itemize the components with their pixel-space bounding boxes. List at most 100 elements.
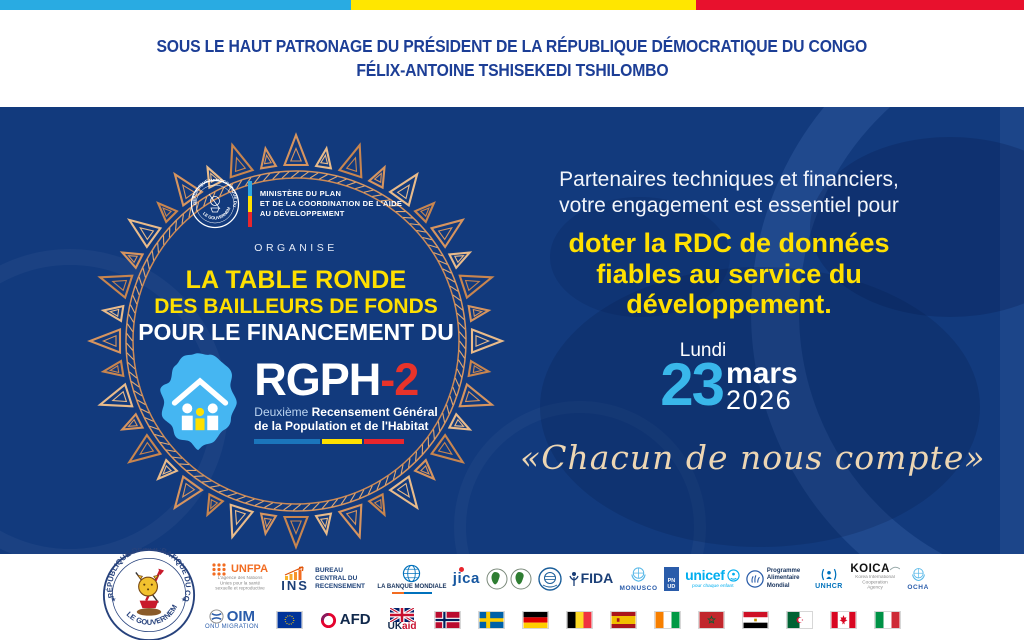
unicef-subtext: pour chaque enfant [691, 584, 734, 589]
svg-text:★: ★ [181, 596, 187, 604]
event-title-line2: DES BAILLEURS DE FONDS [154, 295, 438, 318]
refugee-hands-icon [821, 569, 837, 581]
jica-sun-icon [458, 566, 464, 572]
unfpa-subtext: L'agence des Nations Unies pour la santé… [215, 575, 265, 591]
rgph-subtitle-bold: Recensement Général [311, 404, 438, 419]
ministry-line1: MINISTÈRE DU PLAN [259, 188, 342, 198]
ornamental-ring: RÉPUBLIQUE DÉMOCRATIQUE DU CONGO LE GOUV… [84, 129, 508, 553]
flag-italy-icon [873, 611, 901, 629]
oim-label: OIM [226, 607, 256, 625]
event-title-line1: LA TABLE RONDE [185, 266, 407, 294]
jica-label: jica [453, 566, 480, 588]
top-tricolor-stripes [0, 0, 1024, 10]
partner-ukaid: UKaid [388, 608, 417, 632]
event-date: Lundi 23 mars 2026 [520, 340, 938, 419]
highlight-message: doter la RDC de données fiables au servi… [568, 227, 890, 320]
unicef-globe-icon [726, 569, 740, 582]
partner-fida: FIDA [568, 570, 614, 587]
unicef-label: unicef [685, 567, 725, 583]
koica-swoosh-icon [889, 566, 901, 571]
drc-map-icon [160, 353, 238, 451]
partner-worldbank: LA BANQUE MONDIALE [377, 564, 447, 594]
stripe-cyan [0, 0, 351, 10]
ministry-name: MINISTÈRE DU PLAN ET DE LA COORDINATION … [260, 189, 402, 219]
fida-label: FIDA [580, 570, 614, 587]
horizontal-tricolor-bar [254, 439, 405, 444]
flag-eu-icon [275, 611, 303, 629]
koica-subtext: Korea International Cooperation Agency [855, 575, 895, 591]
rgph-wordmark: RGPH-2 Deuxième Recensement Général de l… [254, 357, 438, 444]
unfpa-label: UNFPA [230, 563, 269, 576]
pam-label: Programme Alimentaire Mondial [766, 568, 801, 589]
ins-label: INS [281, 578, 309, 594]
un-wreath-icon [631, 567, 646, 583]
family-icons [182, 403, 219, 431]
partner-pnud: PN UD [663, 567, 679, 591]
partner-ocha: OCHA [907, 566, 929, 591]
partner-unhcr: UNHCR [815, 567, 843, 591]
pnud-label: PN UD [667, 577, 676, 590]
rgph-acronym: RGPH [254, 354, 381, 406]
stripe-red [696, 0, 1024, 10]
slogan-quote: «Chacun de nous compte» [520, 438, 986, 478]
africa-emblem-icon [486, 568, 532, 590]
partner-afd: AFD [320, 611, 371, 629]
worldbank-label: LA BANQUE MONDIALE [377, 584, 447, 591]
partner-jica: jica [453, 566, 480, 588]
partner-monusco: MONUSCO [619, 565, 657, 592]
organise-label: ORGANISE [254, 242, 338, 254]
government-seal-icon: RÉPUBLIQUE DÉMOCRATIQUE DU CONGO LE GOUV… [102, 548, 196, 640]
ministry-row: RÉPUBLIQUE DÉMOCRATIQUE DU CONGO LE GOUV… [84, 179, 508, 229]
partner-imf [538, 567, 563, 591]
month-label: mars [726, 357, 798, 391]
partner-bcr: BUREAU CENTRAL DU RECENSEMENT [315, 567, 371, 591]
flag-germany-icon [521, 611, 549, 629]
flag-egypt-icon [741, 611, 769, 629]
intro-line2: votre engagement est essentiel pour [559, 194, 899, 218]
event-title-line3: POUR LE FINANCEMENT DU [138, 319, 454, 345]
patronage-banner: SOUS LE HAUT PATRONAGE DU PRÉSIDENT DE L… [0, 10, 1024, 107]
flag-belgium-icon [565, 611, 593, 629]
partner-unicef: unicef pour chaque enfant [685, 567, 740, 590]
stripe-yellow [351, 0, 696, 10]
wfp-hand-icon [746, 570, 764, 588]
partner-row-organizations: UNFPA L'agence des Nations Unies pour la… [205, 556, 929, 602]
ocha-label: OCHA [907, 584, 929, 592]
flag-morocco-icon [697, 611, 725, 629]
flag-norway-icon [433, 611, 461, 629]
un-wreath-icon [911, 568, 925, 582]
ring-icon [320, 612, 336, 628]
unhcr-label: UNHCR [815, 583, 843, 591]
koica-label: KOICA [850, 563, 901, 576]
message-block: Partenaires techniques et financiers, vo… [520, 167, 986, 478]
ring-content: RÉPUBLIQUE DÉMOCRATIQUE DU CONGO LE GOUV… [84, 129, 508, 553]
rgph-subtitle-light: Deuxième [254, 404, 312, 419]
partner-pam: Programme Alimentaire Mondial [746, 568, 809, 590]
ukaid-label: UKaid [387, 621, 417, 632]
imf-seal-icon [538, 567, 563, 591]
partner-ins: INS [281, 566, 309, 592]
house-roof-icon [172, 377, 229, 406]
partner-row-flags: OIM ONU MIGRATION AFD [205, 602, 929, 638]
partner-logos: UNFPA L'agence des Nations Unies pour la… [205, 556, 929, 638]
main-section: RÉPUBLIQUE DÉMOCRATIQUE DU CONGO LE GOUV… [0, 107, 1024, 554]
bar-chart-icon [284, 566, 304, 581]
flag-cote-divoire-icon [653, 611, 681, 629]
vertical-tricolor-bar [247, 181, 252, 227]
partner-afdb [486, 568, 532, 590]
partners-footer: RÉPUBLIQUE DÉMOCRATIQUE DU CONGO LE GOUV… [0, 548, 1024, 640]
rgph-number: -2 [380, 354, 419, 406]
bcr-label: BUREAU CENTRAL DU RECENSEMENT [315, 566, 366, 591]
year-label: 2026 [726, 385, 793, 416]
oim-subtext: ONU MIGRATION [205, 624, 259, 631]
monusco-label: MONUSCO [619, 585, 658, 593]
day-number: 23 [660, 351, 725, 419]
patronage-line1: SOUS LE HAUT PATRONAGE DU PRÉSIDENT DE L… [156, 36, 868, 57]
svg-text:★: ★ [110, 596, 116, 604]
ministry-line3: AU DÉVELOPPEMENT [259, 209, 345, 219]
flag-spain-icon [609, 611, 637, 629]
flag-canada-icon [829, 611, 857, 629]
wheat-icon [568, 572, 579, 586]
rgph-logo: RGPH-2 Deuxième Recensement Général de l… [84, 352, 508, 452]
